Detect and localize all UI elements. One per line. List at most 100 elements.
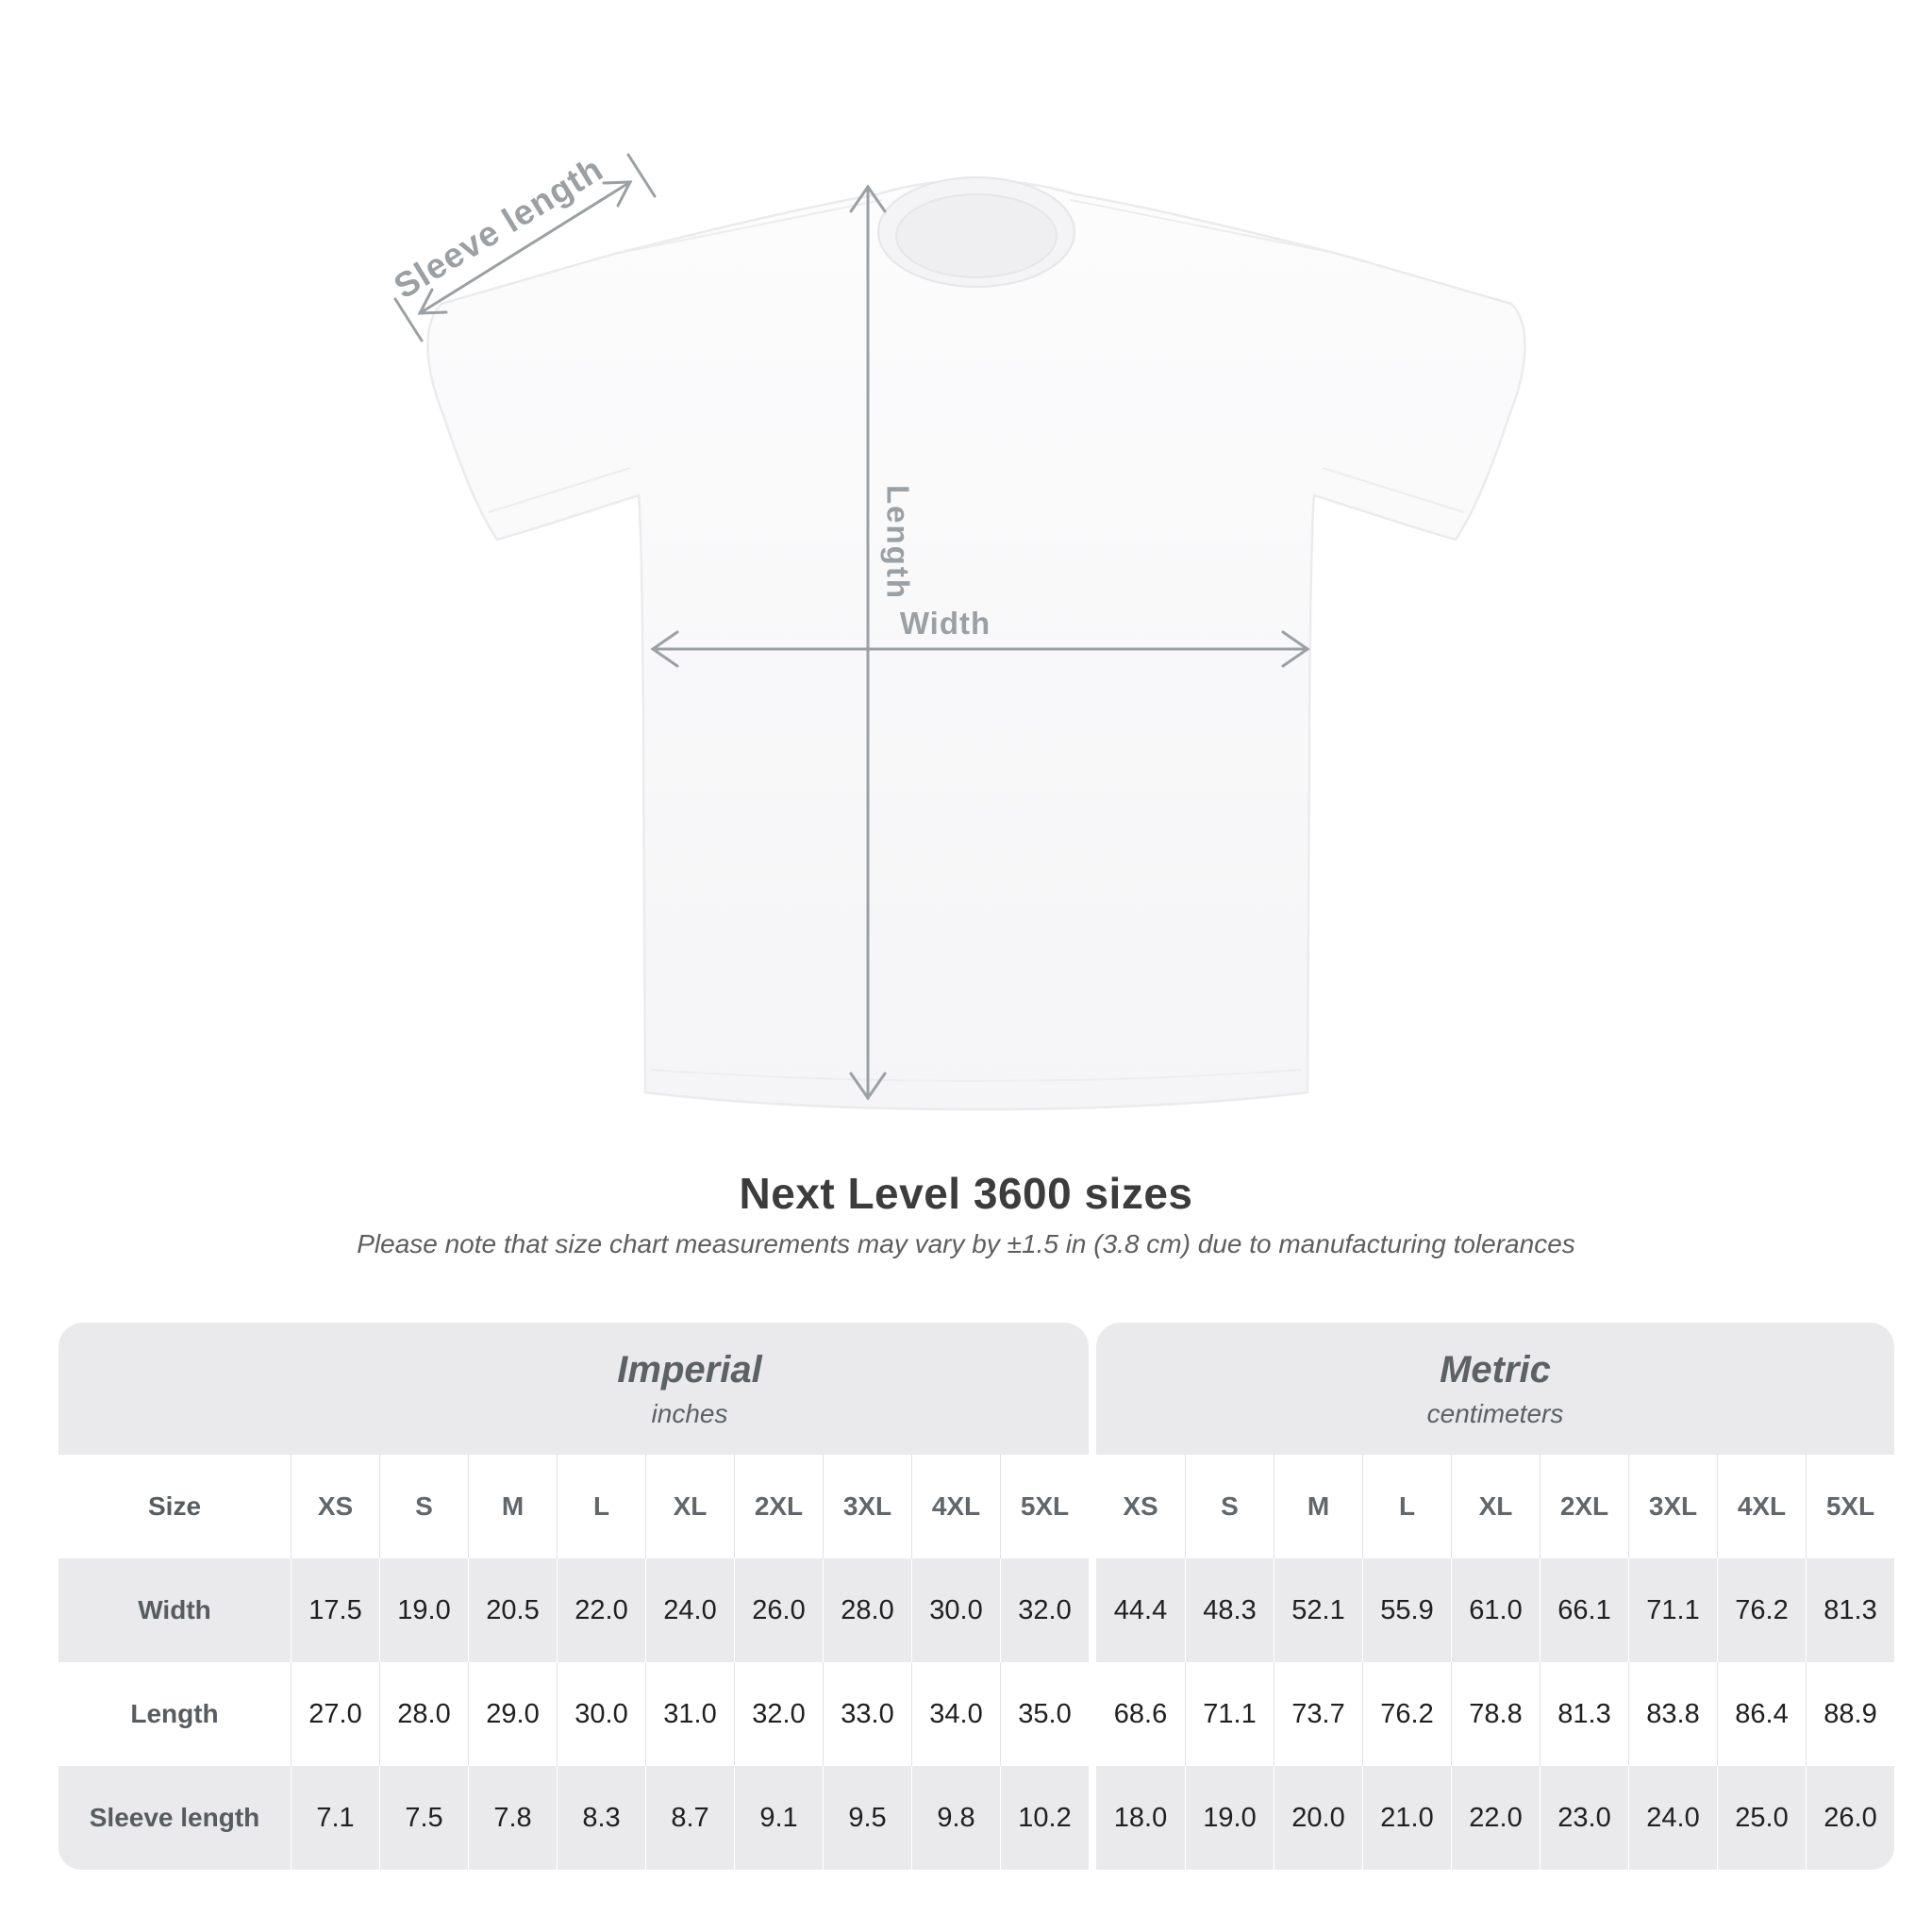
size-col-header: 3XL: [823, 1455, 911, 1558]
table-cell: 20.5: [468, 1558, 557, 1662]
size-col-header: L: [1362, 1455, 1451, 1558]
table-cell: 28.0: [823, 1558, 911, 1662]
table-cell: 61.0: [1451, 1558, 1540, 1662]
table-cell: 21.0: [1362, 1766, 1451, 1870]
section-gap: [1089, 1558, 1096, 1662]
section-gap: [1089, 1455, 1096, 1558]
table-cell: 48.3: [1185, 1558, 1274, 1662]
table-cell: 52.1: [1274, 1558, 1362, 1662]
tshirt-measurement-diagram: Sleeve length Length Width: [388, 149, 1526, 1111]
table-cell: 29.0: [468, 1662, 557, 1766]
table-cell: 8.7: [645, 1766, 734, 1870]
table-cell: 20.0: [1274, 1766, 1362, 1870]
size-col-header: L: [557, 1455, 645, 1558]
table-cell: 24.0: [1628, 1766, 1717, 1870]
table-cell: 76.2: [1717, 1558, 1806, 1662]
table-cell: 66.1: [1540, 1558, 1628, 1662]
table-cell: 32.0: [734, 1662, 823, 1766]
table-cell: 33.0: [823, 1662, 911, 1766]
size-col-header: XS: [1096, 1455, 1185, 1558]
table-cell: 22.0: [1451, 1766, 1540, 1870]
table-cell: 55.9: [1362, 1558, 1451, 1662]
length-arrow: [849, 184, 887, 1101]
table-cell: 81.3: [1540, 1662, 1628, 1766]
row-label-width: Width: [58, 1558, 291, 1662]
collar-opening: [895, 193, 1058, 278]
table-cell: 34.0: [911, 1662, 1000, 1766]
tolerance-note: Please note that size chart measurements…: [357, 1229, 1575, 1258]
width-label: Width: [900, 606, 991, 641]
shirt-body: [426, 178, 1526, 1111]
table-cell: 81.3: [1806, 1558, 1894, 1662]
imperial-section-title: Imperial: [617, 1348, 762, 1391]
table-cell: 9.1: [734, 1766, 823, 1870]
shoulder-seam-left: [619, 199, 883, 254]
table-cell: 71.1: [1628, 1558, 1717, 1662]
table-cell: 9.5: [823, 1766, 911, 1870]
row-label-sleeve-length: Sleeve length: [58, 1766, 291, 1870]
table-cell: 73.7: [1274, 1662, 1362, 1766]
size-col-header: S: [1185, 1455, 1274, 1558]
table-cell: 19.0: [1185, 1766, 1274, 1870]
table-cell: 22.0: [557, 1558, 645, 1662]
size-col-header: XS: [291, 1455, 379, 1558]
size-col-header: 3XL: [1628, 1455, 1717, 1558]
table-cell: 44.4: [1096, 1558, 1185, 1662]
section-gap: [1089, 1662, 1096, 1766]
table-cell: 27.0: [291, 1662, 379, 1766]
table-cell: 31.0: [645, 1662, 734, 1766]
size-col-header: M: [468, 1455, 557, 1558]
table-cell: 19.0: [379, 1558, 468, 1662]
size-col-header: 5XL: [1806, 1455, 1894, 1558]
table-cell: 9.8: [911, 1766, 1000, 1870]
table-cell: 8.3: [557, 1766, 645, 1870]
size-col-header: M: [1274, 1455, 1362, 1558]
table-cell: 71.1: [1185, 1662, 1274, 1766]
bottom-hem-seam: [650, 1069, 1303, 1082]
table-cell: 88.9: [1806, 1662, 1894, 1766]
table-cell: 26.0: [1806, 1766, 1894, 1870]
metric-section-title: Metric: [1440, 1348, 1551, 1391]
page-title: Next Level 3600 sizes: [739, 1169, 1193, 1218]
table-cell: 7.5: [379, 1766, 468, 1870]
table-cell: 30.0: [911, 1558, 1000, 1662]
table-cell: 28.0: [379, 1662, 468, 1766]
metric-section-header: Metric centimeters: [1096, 1323, 1894, 1455]
sleeve-length-arrow: [393, 153, 657, 342]
table-cell: 24.0: [645, 1558, 734, 1662]
size-col-header: 2XL: [1540, 1455, 1628, 1558]
table-cell: 86.4: [1717, 1662, 1806, 1766]
size-corner-header: Size: [58, 1455, 291, 1558]
table-cell: 25.0: [1717, 1766, 1806, 1870]
size-col-header: S: [379, 1455, 468, 1558]
length-label: Length: [881, 485, 916, 600]
table-cell: 83.8: [1628, 1662, 1717, 1766]
row-label-length: Length: [58, 1662, 291, 1766]
table-cell: 7.1: [291, 1766, 379, 1870]
shoulder-seam-right: [1070, 199, 1334, 254]
size-col-header: 4XL: [1717, 1455, 1806, 1558]
imperial-section-unit: inches: [651, 1398, 728, 1428]
table-cell: 30.0: [557, 1662, 645, 1766]
table-cell: 23.0: [1540, 1766, 1628, 1870]
size-col-header: XL: [1451, 1455, 1540, 1558]
section-gap: [1089, 1766, 1096, 1870]
table-cell: 10.2: [1000, 1766, 1089, 1870]
width-arrow: [650, 630, 1310, 668]
size-col-header: 5XL: [1000, 1455, 1089, 1558]
table-cell: 32.0: [1000, 1558, 1089, 1662]
size-chart-table: Imperial inches Metric centimeters Size …: [58, 1323, 1894, 1870]
size-col-header: 4XL: [911, 1455, 1000, 1558]
table-cell: 76.2: [1362, 1662, 1451, 1766]
table-cell: 68.6: [1096, 1662, 1185, 1766]
table-cell: 17.5: [291, 1558, 379, 1662]
tshirt-graphic: [426, 176, 1526, 1111]
table-cell: 35.0: [1000, 1662, 1089, 1766]
sleeve-hem-seam-left: [488, 467, 631, 513]
metric-section-unit: centimeters: [1426, 1398, 1564, 1428]
size-col-header: XL: [645, 1455, 734, 1558]
table-cell: 7.8: [468, 1766, 557, 1870]
imperial-section-header: Imperial inches: [58, 1323, 1089, 1455]
table-cell: 26.0: [734, 1558, 823, 1662]
